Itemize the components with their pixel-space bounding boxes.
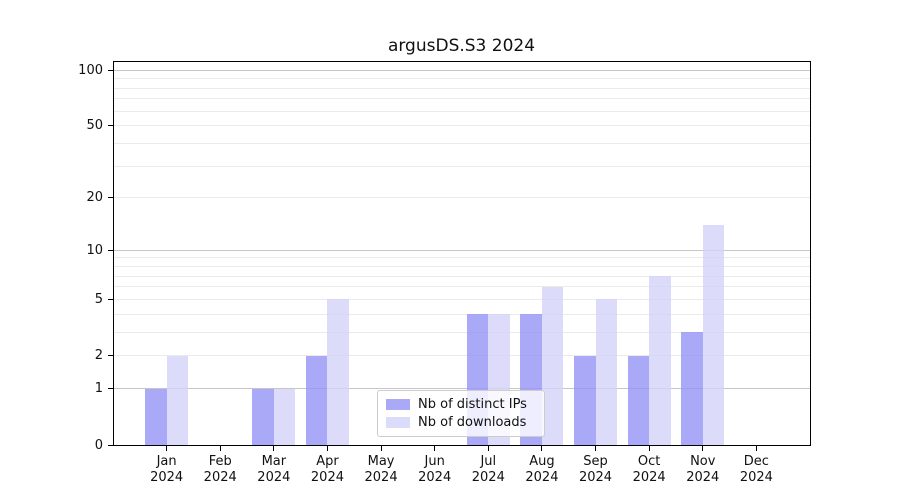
y-tick-1 [108, 388, 113, 390]
x-tick-mar [273, 446, 275, 451]
y-tick-label-20: 20 [86, 190, 103, 206]
gridline-minor-8 [113, 266, 810, 268]
x-tick-label-dec: Dec 2024 [739, 454, 773, 485]
x-tick-jan [166, 446, 168, 451]
y-tick-0 [108, 444, 113, 446]
x-tick-may [380, 446, 382, 451]
chart-title: argusDS.S3 2024 [387, 36, 536, 56]
x-tick-label-jul: Jul 2024 [471, 454, 505, 485]
x-tick-label-nov: Nov 2024 [686, 454, 720, 485]
gridline-minor-4 [113, 313, 810, 315]
y-tick-label-5: 5 [94, 291, 103, 307]
x-tick-nov [702, 446, 704, 451]
y-tick-50 [108, 125, 113, 127]
gridline-minor-50 [113, 125, 810, 127]
legend-label-distinct-ips: Nb of distinct IPs [418, 397, 527, 412]
x-tick-label-may: May 2024 [364, 454, 398, 485]
x-tick-label-feb: Feb 2024 [203, 454, 237, 485]
legend-swatch-downloads [386, 417, 410, 428]
legend: Nb of distinct IPs Nb of downloads [377, 390, 545, 437]
y-tick-label-10: 10 [86, 242, 103, 258]
y-tick-10 [108, 249, 113, 251]
gridline-minor-60 [113, 110, 810, 112]
x-tick-apr [326, 446, 328, 451]
legend-item-downloads: Nb of downloads [386, 415, 536, 430]
gridline-minor-6 [113, 286, 810, 288]
bar-nb-of-distinct-ips-apr [306, 355, 328, 445]
bar-nb-of-downloads-aug [541, 286, 564, 445]
gridline-minor-2 [113, 355, 810, 357]
bar-nb-of-downloads-jan [166, 355, 189, 445]
gridline-major-100 [113, 69, 810, 71]
bar-nb-of-distinct-ips-oct [627, 355, 650, 445]
x-tick-oct [648, 446, 650, 451]
gridline-minor-7 [113, 275, 810, 277]
bar-nb-of-distinct-ips-mar [252, 388, 274, 445]
gridline-minor-70 [113, 98, 810, 100]
bar-nb-of-downloads-oct [649, 276, 671, 445]
gridline-major-1 [113, 388, 810, 390]
x-tick-label-mar: Mar 2024 [257, 454, 291, 485]
y-tick-2 [108, 355, 113, 357]
x-tick-label-sep: Sep 2024 [578, 454, 613, 485]
bar-nb-of-distinct-ips-nov [681, 332, 703, 445]
gridline-minor-9 [113, 257, 810, 259]
gridline-minor-20 [113, 197, 810, 199]
legend-item-distinct-ips: Nb of distinct IPs [386, 397, 536, 412]
x-tick-label-oct: Oct 2024 [632, 454, 666, 485]
y-tick-100 [108, 69, 113, 71]
x-tick-sep [595, 446, 597, 451]
bar-nb-of-distinct-ips-jan [145, 388, 167, 445]
legend-swatch-distinct-ips [386, 399, 410, 410]
y-tick-label-100: 100 [78, 62, 103, 78]
bar-nb-of-downloads-sep [595, 299, 617, 445]
gridline-minor-30 [113, 165, 810, 167]
y-tick-label-2: 2 [94, 348, 103, 364]
gridline-minor-90 [113, 78, 810, 80]
x-tick-aug [541, 446, 543, 451]
y-tick-label-1: 1 [94, 381, 103, 397]
x-tick-dec [755, 446, 757, 451]
gridline-minor-40 [113, 142, 810, 144]
x-tick-label-aug: Aug 2024 [525, 454, 559, 485]
x-tick-label-apr: Apr 2024 [310, 454, 344, 485]
x-tick-label-jun: Jun 2024 [418, 454, 452, 485]
y-tick-20 [108, 197, 113, 199]
legend-label-downloads: Nb of downloads [418, 415, 527, 430]
gridline-minor-5 [113, 298, 810, 300]
y-tick-5 [108, 298, 113, 300]
gridline-major-10 [113, 249, 810, 251]
gridline-minor-80 [113, 87, 810, 89]
bar-nb-of-distinct-ips-sep [574, 355, 596, 445]
x-tick-jun [434, 446, 436, 451]
y-tick-label-0: 0 [94, 437, 103, 453]
x-tick-jul [487, 446, 489, 451]
x-tick-label-jan: Jan 2024 [150, 454, 184, 485]
bar-nb-of-downloads-apr [327, 299, 349, 445]
x-tick-feb [219, 446, 221, 451]
bar-nb-of-downloads-nov [702, 225, 725, 445]
bar-nb-of-downloads-mar [273, 388, 296, 445]
y-tick-label-50: 50 [86, 118, 103, 134]
gridline-minor-3 [113, 331, 810, 333]
